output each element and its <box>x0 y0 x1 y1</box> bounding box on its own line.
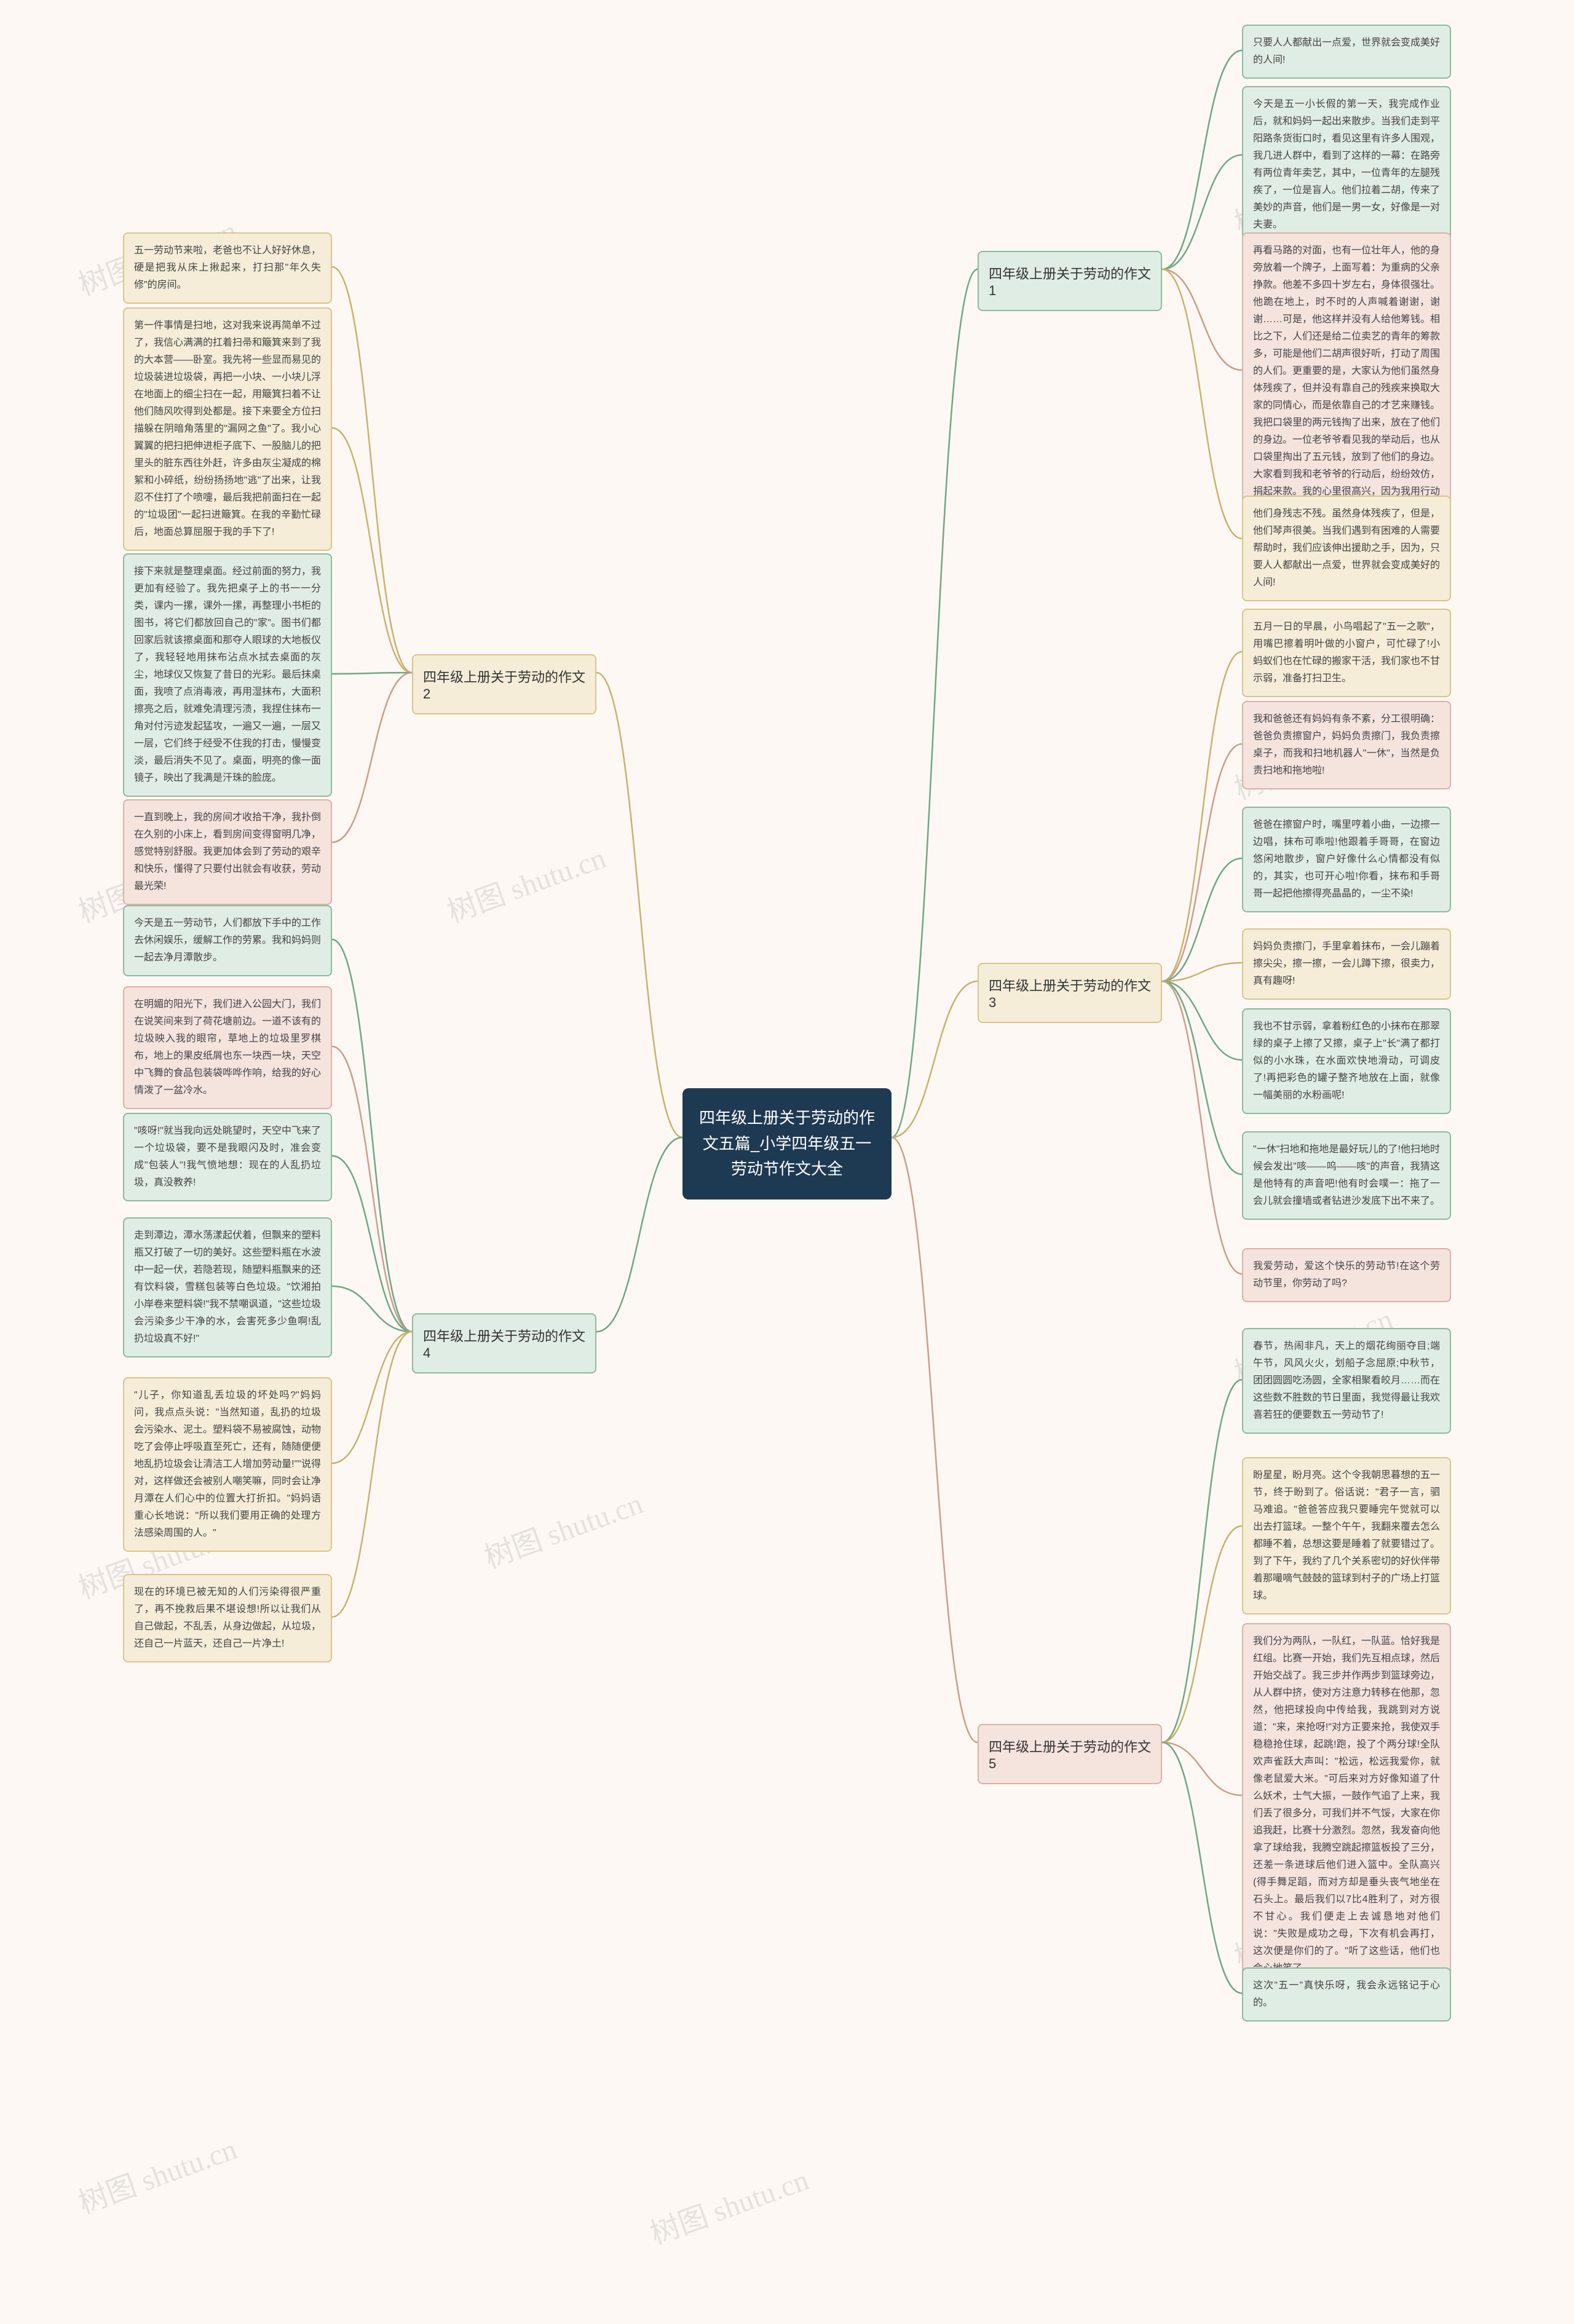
leaf-node: 今天是五一劳动节，人们都放下手中的工作去休闲娱乐，缓解工作的劳累。我和妈妈则一起… <box>123 905 332 976</box>
leaf-node: "一休"扫地和拖地是最好玩儿的了!他扫地时候会发出"咳——呜——咳"的声音，我猜… <box>1242 1131 1451 1220</box>
leaf-node: 我和爸爸还有妈妈有条不紊，分工很明确：爸爸负责擦窗户，妈妈负责擦门，我负责擦桌子… <box>1242 701 1451 789</box>
watermark: 树图 shutu.cn <box>643 2156 813 2253</box>
leaf-node: 只要人人都献出一点爱，世界就会变成美好的人间! <box>1242 25 1451 79</box>
branch-node: 四年级上册关于劳动的作文1 <box>978 251 1162 311</box>
center-node: 四年级上册关于劳动的作文五篇_小学四年级五一劳动节作文大全 <box>682 1088 892 1200</box>
leaf-node: 爸爸在擦窗户时，嘴里哼着小曲，一边擦一边唱，抹布可乖啦!他跟着手哥哥，在窗边悠闲… <box>1242 807 1451 912</box>
leaf-node: 一直到晚上，我的房间才收拾干净，我扑倒在久别的小床上，看到房间变得窗明几净，感觉… <box>123 799 332 905</box>
leaf-node: "儿子，你知道乱丢垃圾的坏处吗?"妈妈问，我点点头说："当然知道，乱扔的垃圾会污… <box>123 1377 332 1552</box>
leaf-node: 第一件事情是扫地，这对我来说再简单不过了，我信心满满的扛着扫帚和簸箕来到了我的大… <box>123 307 332 551</box>
branch-node: 四年级上册关于劳动的作文5 <box>978 1724 1162 1784</box>
leaf-node: 我爱劳动，爱这个快乐的劳动节!在这个劳动节里，你劳动了吗? <box>1242 1248 1451 1302</box>
leaf-node: 这次"五一"真快乐呀，我会永远铭记于心的。 <box>1242 1967 1451 2022</box>
leaf-node: 春节，热闹非凡，天上的烟花绚丽夺目;端午节，风风火火，划船子念屈原;中秋节，团团… <box>1242 1328 1451 1434</box>
watermark: 树图 shutu.cn <box>71 2125 242 2222</box>
leaf-node: "咳呀!"就当我向远处眺望时，天空中飞来了一个垃圾袋，要不是我眼闪及时，准会变成… <box>123 1113 332 1201</box>
leaf-node: 走到潭边，潭水荡漾起伏着，但飘来的塑料瓶又打破了一切的美好。这些塑料瓶在水波中一… <box>123 1217 332 1358</box>
leaf-node: 妈妈负责擦门，手里拿着抹布，一会儿蹦着擦尖尖，擦一擦，一会儿蹲下擦，很卖力，真有… <box>1242 928 1451 1000</box>
branch-node: 四年级上册关于劳动的作文2 <box>412 654 596 714</box>
leaf-node: 今天是五一小长假的第一天，我完成作业后，就和妈妈一起出来散步。当我们走到平阳路条… <box>1242 86 1451 243</box>
leaf-node: 我们分为两队，一队红，一队蓝。恰好我是红组。比赛一开始，我们先互相点球，然后开始… <box>1242 1623 1451 1987</box>
watermark: 树图 shutu.cn <box>477 1479 647 1576</box>
leaf-node: 五月一日的早晨，小鸟唱起了"五一之歌"，用嘴巴擦着明叶做的小窗户，可忙碌了!小蚂… <box>1242 609 1451 697</box>
watermark: 树图 shutu.cn <box>440 834 611 931</box>
leaf-node: 在明媚的阳光下，我们进入公园大门，我们在说笑间来到了荷花塘前边。一道不该有的垃圾… <box>123 986 332 1109</box>
leaf-node: 再看马路的对面，也有一位壮年人，他的身旁放着一个牌子，上面写着：为重病的父亲挣款… <box>1242 232 1451 528</box>
leaf-node: 接下来就是整理桌面。经过前面的努力，我更加有经验了。我先把桌子上的书一一分类，课… <box>123 553 332 797</box>
leaf-node: 盼星星，盼月亮。这个令我朝思暮想的五一节，终于盼到了。俗话说："君子一言，驷马难… <box>1242 1457 1451 1615</box>
leaf-node: 我也不甘示弱，拿着粉红色的小抹布在那翠绿的桌子上擦了又擦，桌子上"长"满了都打似… <box>1242 1008 1451 1114</box>
leaf-node: 现在的环境已被无知的人们污染得很严重了，再不挽救后果不堪设想!所以让我们从自己做… <box>123 1574 332 1662</box>
leaf-node: 五一劳动节来啦，老爸也不让人好好休息，硬是把我从床上揪起来，打扫那"年久失修"的… <box>123 232 332 304</box>
leaf-node: 他们身残志不残。虽然身体残疾了，但是，他们琴声很美。当我们遇到有困难的人需要帮助… <box>1242 496 1451 601</box>
branch-node: 四年级上册关于劳动的作文4 <box>412 1313 596 1373</box>
branch-node: 四年级上册关于劳动的作文3 <box>978 963 1162 1023</box>
